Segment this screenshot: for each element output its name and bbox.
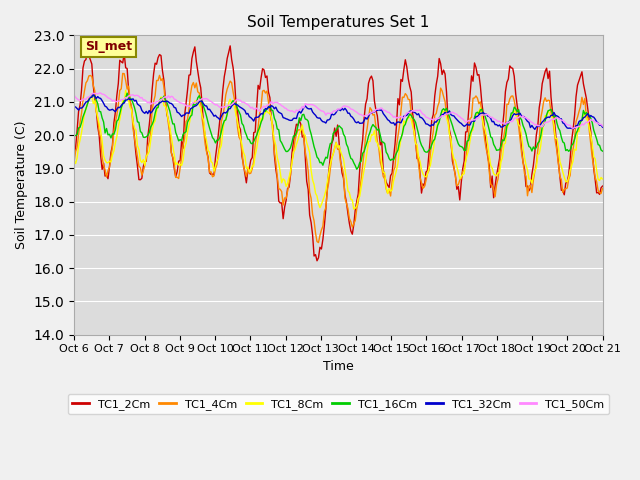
- TC1_16Cm: [303, 117, 310, 122]
- TC1_16Cm: [353, 167, 360, 172]
- Line: TC1_8Cm: TC1_8Cm: [74, 90, 602, 209]
- TC1_16Cm: [247, 140, 255, 146]
- TC1_8Cm: [229, 101, 237, 107]
- TC1_16Cm: [598, 148, 606, 154]
- TC1_50Cm: [598, 123, 606, 129]
- TC1_8Cm: [350, 206, 358, 212]
- X-axis label: Time: Time: [323, 360, 354, 373]
- TC1_4Cm: [119, 71, 127, 76]
- TC1_32Cm: [90, 91, 97, 97]
- TC1_4Cm: [70, 159, 78, 165]
- TC1_2Cm: [70, 152, 78, 157]
- TC1_8Cm: [572, 147, 580, 153]
- TC1_8Cm: [122, 87, 129, 93]
- TC1_32Cm: [303, 105, 310, 110]
- TC1_50Cm: [136, 95, 144, 101]
- TC1_16Cm: [256, 124, 264, 130]
- TC1_4Cm: [598, 186, 606, 192]
- Line: TC1_32Cm: TC1_32Cm: [74, 94, 602, 129]
- TC1_8Cm: [247, 168, 255, 174]
- Line: TC1_2Cm: TC1_2Cm: [74, 46, 602, 261]
- TC1_8Cm: [303, 140, 310, 145]
- TC1_2Cm: [303, 179, 310, 184]
- Y-axis label: Soil Temperature (C): Soil Temperature (C): [15, 121, 28, 249]
- TC1_32Cm: [136, 104, 144, 109]
- TC1_32Cm: [229, 102, 237, 108]
- TC1_16Cm: [229, 98, 237, 104]
- TC1_16Cm: [572, 131, 580, 136]
- TC1_4Cm: [136, 165, 144, 170]
- TC1_8Cm: [598, 176, 606, 182]
- Text: SI_met: SI_met: [84, 40, 132, 53]
- TC1_32Cm: [256, 113, 264, 119]
- TC1_2Cm: [135, 177, 143, 182]
- TC1_2Cm: [227, 43, 234, 49]
- TC1_2Cm: [572, 94, 580, 99]
- TC1_2Cm: [598, 183, 606, 189]
- TC1_4Cm: [315, 240, 323, 245]
- TC1_4Cm: [572, 119, 580, 124]
- TC1_50Cm: [229, 101, 237, 107]
- TC1_4Cm: [303, 157, 310, 163]
- TC1_16Cm: [124, 90, 131, 96]
- TC1_4Cm: [229, 89, 237, 95]
- TC1_50Cm: [247, 105, 255, 111]
- TC1_32Cm: [247, 115, 255, 120]
- Legend: TC1_2Cm, TC1_4Cm, TC1_8Cm, TC1_16Cm, TC1_32Cm, TC1_50Cm: TC1_2Cm, TC1_4Cm, TC1_8Cm, TC1_16Cm, TC1…: [68, 394, 609, 414]
- TC1_50Cm: [70, 92, 78, 98]
- TC1_32Cm: [572, 123, 580, 129]
- TC1_50Cm: [569, 125, 577, 131]
- TC1_50Cm: [256, 108, 264, 114]
- TC1_8Cm: [136, 157, 144, 163]
- Line: TC1_4Cm: TC1_4Cm: [74, 73, 602, 242]
- TC1_8Cm: [256, 129, 264, 134]
- TC1_2Cm: [247, 157, 255, 163]
- TC1_16Cm: [70, 132, 78, 138]
- TC1_32Cm: [531, 126, 539, 132]
- TC1_2Cm: [229, 65, 237, 71]
- TC1_8Cm: [70, 157, 78, 163]
- TC1_16Cm: [136, 129, 144, 134]
- TC1_50Cm: [97, 90, 104, 96]
- TC1_2Cm: [256, 86, 264, 92]
- Line: TC1_50Cm: TC1_50Cm: [74, 93, 602, 128]
- Line: TC1_16Cm: TC1_16Cm: [74, 93, 602, 169]
- TC1_2Cm: [313, 258, 321, 264]
- TC1_32Cm: [598, 124, 606, 130]
- TC1_50Cm: [303, 102, 310, 108]
- TC1_32Cm: [70, 104, 78, 109]
- TC1_50Cm: [572, 124, 580, 130]
- TC1_4Cm: [247, 170, 255, 176]
- TC1_4Cm: [256, 111, 264, 117]
- Title: Soil Temperatures Set 1: Soil Temperatures Set 1: [247, 15, 429, 30]
